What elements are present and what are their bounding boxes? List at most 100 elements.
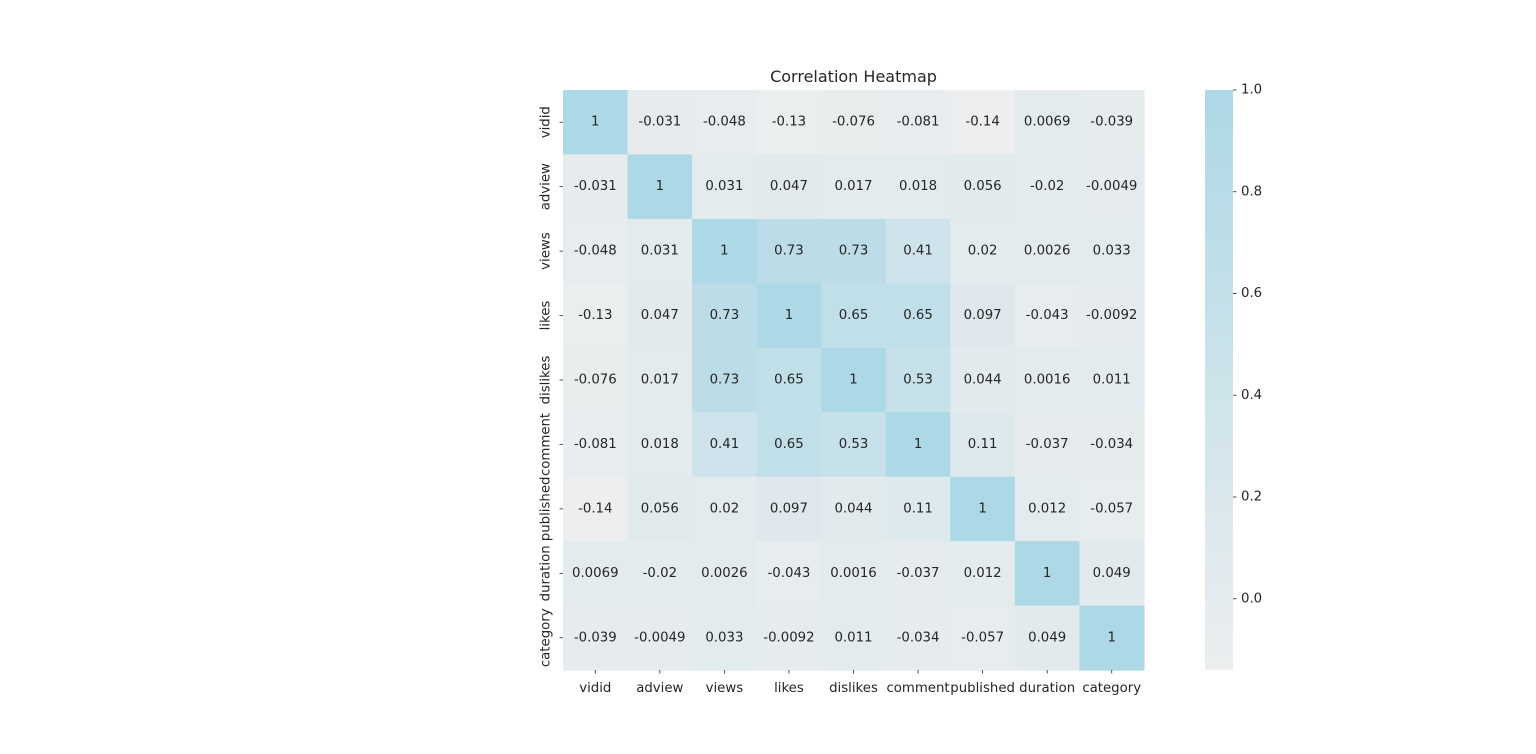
heatmap-cell xyxy=(821,283,887,349)
heatmap-cell xyxy=(563,605,629,671)
y-tick-label: likes xyxy=(539,301,554,331)
heatmap-cell xyxy=(950,541,1016,607)
cell-annotation: 0.65 xyxy=(774,373,804,388)
cell-annotation: 0.73 xyxy=(710,308,740,323)
cell-annotation: 0.53 xyxy=(839,437,869,452)
heatmap-cell xyxy=(885,154,951,220)
cell-annotation: -0.037 xyxy=(1026,437,1069,452)
cell-annotation: 0.044 xyxy=(834,501,872,516)
heatmap-cell xyxy=(756,605,822,671)
cell-annotation: -0.048 xyxy=(574,244,617,259)
heatmap-cell xyxy=(692,90,758,156)
heatmap-cell xyxy=(563,90,629,156)
cell-annotation: -0.13 xyxy=(772,115,806,130)
cell-annotation: 0.049 xyxy=(1093,566,1131,581)
heatmap-cell xyxy=(627,154,693,220)
heatmap-cell xyxy=(627,90,693,156)
heatmap-cell xyxy=(563,154,629,220)
x-tick-label: comment xyxy=(886,681,949,696)
heatmap-cell xyxy=(692,605,758,671)
cell-annotation: 1 xyxy=(591,115,599,130)
cell-annotation: 0.73 xyxy=(774,244,804,259)
heatmap-cell xyxy=(950,605,1016,671)
heatmap-cell xyxy=(885,412,951,478)
heatmap-cell xyxy=(885,218,951,284)
cell-annotation: 0.02 xyxy=(968,244,998,259)
heatmap-cell xyxy=(885,605,951,671)
heatmap-cell xyxy=(756,218,822,284)
heatmap-cell xyxy=(950,283,1016,349)
cell-annotation: -0.043 xyxy=(768,566,811,581)
heatmap-cell xyxy=(563,541,629,607)
cell-annotation: -0.13 xyxy=(578,308,612,323)
colorbar-tick-label: 0.6 xyxy=(1241,286,1262,301)
heatmap-cell xyxy=(1079,90,1145,156)
heatmap-cell xyxy=(756,90,822,156)
heatmap-cell xyxy=(1079,283,1145,349)
heatmap-cell xyxy=(885,347,951,413)
y-tick-label: views xyxy=(539,232,554,270)
colorbar: 0.0 0.2 0.4 0.6 0.8 1.0 xyxy=(1205,83,1262,670)
heatmap-cells xyxy=(563,90,1145,671)
heatmap-cell xyxy=(885,90,951,156)
cell-annotation: 0.0026 xyxy=(701,566,748,581)
chart-title: Correlation Heatmap xyxy=(770,67,937,86)
cell-annotation: -0.0092 xyxy=(763,630,814,645)
cell-annotation: -0.048 xyxy=(703,115,746,130)
heatmap-cell xyxy=(1079,347,1145,413)
cell-annotation: 0.0069 xyxy=(572,566,619,581)
cell-annotation: 0.53 xyxy=(903,373,933,388)
cell-annotation: 0.047 xyxy=(770,179,808,194)
cell-annotation: 0.012 xyxy=(1028,501,1066,516)
cell-annotation: 1 xyxy=(1043,566,1051,581)
heatmap-cell xyxy=(563,347,629,413)
cell-annotation: 0.031 xyxy=(705,179,743,194)
cell-annotation: 1 xyxy=(785,308,793,323)
colorbar-tick-label: 0.2 xyxy=(1241,490,1262,505)
heatmap-cell xyxy=(821,347,887,413)
heatmap-cell xyxy=(950,218,1016,284)
x-tick-label: dislikes xyxy=(829,681,878,696)
heatmap-cell xyxy=(1079,218,1145,284)
x-tick-label: views xyxy=(706,681,744,696)
heatmap-cell xyxy=(885,541,951,607)
heatmap-cell xyxy=(1014,412,1081,478)
heatmap-cell xyxy=(950,347,1016,413)
heatmap-cell xyxy=(627,218,693,284)
cell-annotation: 0.011 xyxy=(834,630,872,645)
heatmap-cell xyxy=(1014,283,1081,349)
y-tick-label: vidid xyxy=(539,106,554,138)
cell-annotation: 0.0026 xyxy=(1024,244,1071,259)
heatmap-cell xyxy=(950,476,1016,542)
heatmap-cell xyxy=(756,541,822,607)
heatmap-cell xyxy=(1014,347,1081,413)
heatmap-cell xyxy=(627,412,693,478)
heatmap-cell xyxy=(627,283,693,349)
heatmap-cell xyxy=(1014,154,1081,220)
cell-annotation: 0.41 xyxy=(710,437,740,452)
heatmap-cell xyxy=(950,412,1016,478)
cell-annotation: 0.033 xyxy=(1093,244,1131,259)
cell-annotation: 0.017 xyxy=(834,179,872,194)
cell-annotation: 0.65 xyxy=(839,308,869,323)
cell-annotation: -0.0092 xyxy=(1086,308,1137,323)
heatmap-cell xyxy=(950,154,1016,220)
heatmap-cell xyxy=(692,412,758,478)
heatmap-cell xyxy=(950,90,1016,156)
cell-annotation: -0.057 xyxy=(961,630,1004,645)
colorbar-tick-label: 1.0 xyxy=(1241,83,1262,98)
cell-annotation: -0.057 xyxy=(1090,501,1133,516)
cell-annotation: 1 xyxy=(978,501,986,516)
heatmap-cell xyxy=(1014,90,1081,156)
heatmap-cell xyxy=(1014,541,1081,607)
x-tick-label: category xyxy=(1082,681,1141,696)
x-tick-label: duration xyxy=(1019,681,1075,696)
cell-annotation: 0.031 xyxy=(641,244,679,259)
cell-annotation: 0.0016 xyxy=(1024,373,1071,388)
heatmap-cell xyxy=(692,476,758,542)
cell-annotation: 0.41 xyxy=(903,244,933,259)
heatmap-cell xyxy=(563,412,629,478)
x-tick-label: adview xyxy=(636,681,683,696)
cell-annotation: 0.0069 xyxy=(1024,115,1071,130)
cell-annotation: -0.02 xyxy=(1030,179,1064,194)
